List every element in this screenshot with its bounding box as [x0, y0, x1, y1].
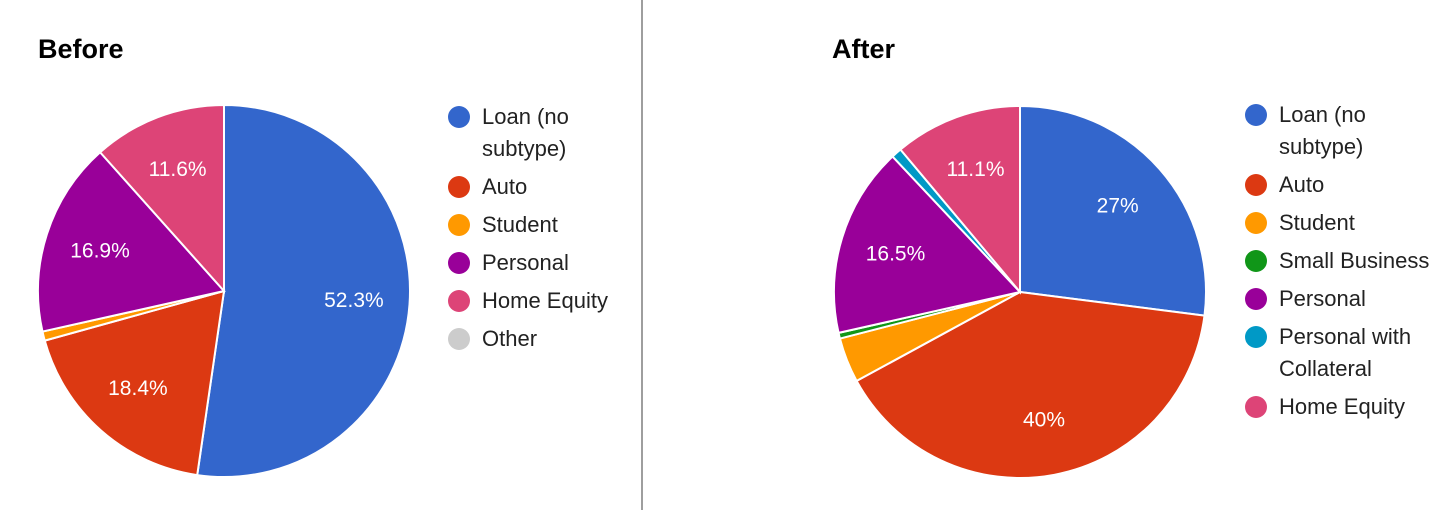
before-slice-personal[interactable]	[37, 150, 226, 333]
after-legend-item-loan-no-subtype[interactable]: Loan (no subtype)	[1245, 99, 1450, 163]
after-chart-title: After	[832, 34, 896, 64]
before-legend-label-student: Student	[482, 212, 558, 237]
before-slice-loan-no-subtype[interactable]	[196, 103, 411, 478]
before-legend-label-home-equity: Home Equity	[482, 288, 608, 313]
before-legend-item-personal[interactable]: Personal	[448, 247, 638, 279]
before-legend-label-auto: Auto	[482, 174, 528, 199]
before-legend-item-student[interactable]: Student	[448, 209, 638, 241]
after-legend-item-personal-with-collateral[interactable]: Personal with Collateral	[1245, 321, 1450, 385]
before-legend-swatch-auto	[448, 176, 470, 198]
before-legend-swatch-student	[448, 214, 470, 236]
before-pie-chart: 52.3% 18.4% 16.9% 11.6%	[37, 103, 411, 478]
before-label-loan-no-subtype: 52.3%	[324, 289, 384, 312]
before-legend-item-loan-no-subtype[interactable]: Loan (no subtype)	[448, 101, 638, 165]
before-legend-item-auto[interactable]: Auto	[448, 171, 638, 203]
after-legend-swatch-home-equity	[1245, 396, 1267, 418]
after-legend-label-student: Student	[1279, 210, 1355, 235]
after-legend-label-home-equity: Home Equity	[1279, 394, 1405, 419]
before-legend-label-personal: Personal	[482, 250, 569, 275]
before-label-auto: 18.4%	[108, 377, 168, 400]
before-legend-swatch-personal	[448, 252, 470, 274]
before-legend-item-home-equity[interactable]: Home Equity	[448, 285, 638, 317]
before-legend-swatch-loan-no-subtype	[448, 106, 470, 128]
after-legend-swatch-auto	[1245, 174, 1267, 196]
after-label-auto: 40%	[1023, 409, 1065, 432]
after-legend-label-personal: Personal	[1279, 286, 1366, 311]
after-legend-label-auto: Auto	[1279, 172, 1325, 197]
after-legend-swatch-loan-no-subtype	[1245, 104, 1267, 126]
after-legend-swatch-small-business	[1245, 250, 1267, 272]
before-legend-label-other: Other	[482, 326, 538, 351]
after-legend-swatch-student	[1245, 212, 1267, 234]
after-chart-panel: After 27% 40% 16.5% 11.1% Loan (no subtype)…	[645, 0, 1456, 510]
after-legend-item-home-equity[interactable]: Home Equity	[1245, 391, 1450, 423]
after-legend-item-student[interactable]: Student	[1245, 207, 1450, 239]
after-legend-label-personal-with-collateral: Personal with Collateral	[1279, 324, 1412, 381]
before-legend-swatch-other	[448, 328, 470, 350]
before-slice-auto[interactable]	[43, 289, 226, 477]
after-legend: Loan (no subtype) Auto Student Small Busine…	[1245, 99, 1450, 429]
before-chart-panel: Before 52.3% 18.4% 16.9% 11.6% Loan (no sub…	[0, 0, 640, 510]
before-legend: Loan (no subtype) Auto Student Personal Home…	[448, 101, 638, 361]
before-legend-label-loan-no-subtype: Loan (no subtype)	[482, 104, 569, 161]
before-label-personal: 16.9%	[70, 240, 130, 263]
panel-divider	[641, 0, 643, 510]
after-slice-personal[interactable]	[833, 155, 1022, 335]
after-label-home-equity: 11.1%	[947, 158, 1005, 181]
before-chart-title: Before	[38, 34, 124, 64]
after-legend-label-loan-no-subtype: Loan (no subtype)	[1279, 102, 1366, 159]
before-slice-home-equity[interactable]	[98, 103, 225, 294]
after-pie-chart: 27% 40% 16.5% 11.1%	[833, 104, 1207, 479]
before-legend-swatch-home-equity	[448, 290, 470, 312]
after-legend-item-personal[interactable]: Personal	[1245, 283, 1450, 315]
after-legend-label-small-business: Small Business	[1279, 248, 1430, 273]
after-slice-loan-no-subtype[interactable]	[1019, 104, 1207, 317]
after-legend-item-auto[interactable]: Auto	[1245, 169, 1450, 201]
after-slice-home-equity[interactable]	[899, 104, 1021, 295]
after-slice-auto[interactable]	[855, 290, 1206, 479]
after-legend-item-small-business[interactable]: Small Business	[1245, 245, 1450, 277]
before-legend-item-other[interactable]: Other	[448, 323, 638, 355]
after-legend-swatch-personal	[1245, 288, 1267, 310]
after-label-loan-no-subtype: 27%	[1097, 195, 1139, 218]
after-label-personal: 16.5%	[866, 242, 926, 265]
before-label-home-equity: 11.6%	[149, 158, 207, 181]
after-legend-swatch-personal-with-collateral	[1245, 326, 1267, 348]
